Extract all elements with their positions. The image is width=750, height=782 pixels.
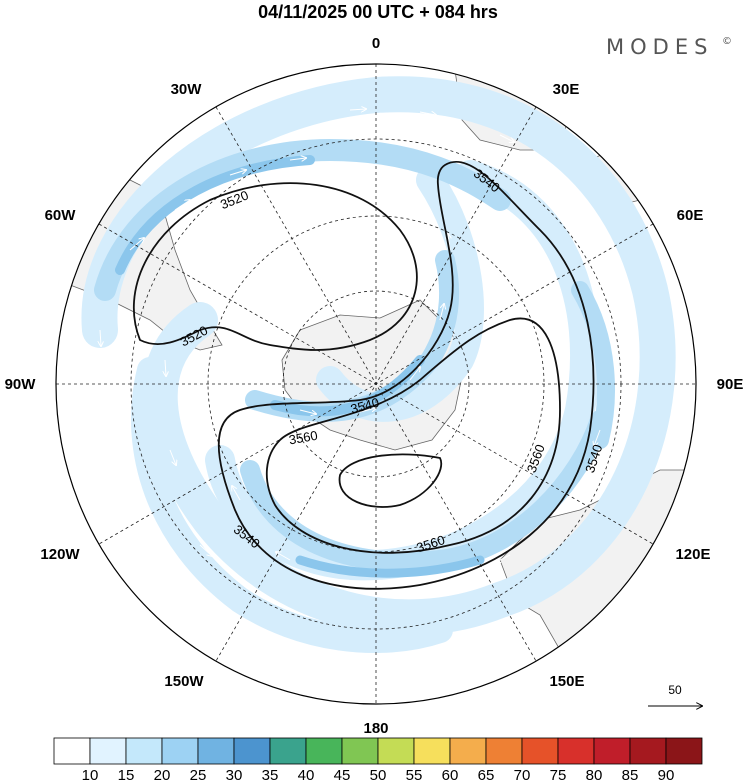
map-title: 04/11/2025 00 UTC + 084 hrs — [258, 2, 498, 22]
colorbar-tick-label: 60 — [442, 767, 459, 782]
reference-vector: 50 — [648, 683, 702, 706]
colorbar-swatch — [557, 737, 595, 765]
colorbar-tick-label: 15 — [118, 767, 135, 782]
colorbar-tick-label: 65 — [478, 767, 495, 782]
colorbar-swatch — [341, 737, 379, 765]
colorbar-tick-label: 25 — [190, 767, 207, 782]
colorbar-tick-label: 90 — [658, 767, 675, 782]
colorbar-tick-label: 50 — [370, 767, 387, 782]
lon-label-30w: 30W — [171, 81, 203, 98]
colorbar-tick-label: 55 — [406, 767, 423, 782]
colorbar-swatch — [161, 737, 199, 765]
colorbar-tick-label: 45 — [334, 767, 351, 782]
colorbar-swatch — [665, 737, 703, 765]
colorbar-swatch — [413, 737, 451, 765]
lon-label-0: 0 — [372, 35, 380, 52]
contour-3540-inner — [217, 160, 595, 590]
colorbar-swatch — [449, 737, 487, 765]
colorbar-tick-label: 80 — [586, 767, 603, 782]
lon-label-150e: 150E — [549, 673, 584, 690]
colorbar-swatch — [89, 737, 127, 765]
wind-shading-light — [81, 76, 676, 653]
brand-copyright-mark: © — [722, 36, 732, 47]
contour-3540-lobe — [338, 453, 443, 508]
contour-label: 3540 — [349, 395, 381, 417]
colorbar-swatch — [53, 737, 91, 765]
lon-label-60w: 60W — [45, 207, 77, 224]
height-contours — [132, 160, 595, 590]
lon-label-90w: 90W — [5, 376, 37, 393]
colorbar-swatch — [305, 737, 343, 765]
lon-label-60e: 60E — [677, 207, 704, 224]
colorbar-tick-label: 40 — [298, 767, 315, 782]
colorbar-tick-label: 75 — [550, 767, 567, 782]
graticule — [56, 64, 696, 704]
reference-vector-label: 50 — [668, 683, 682, 697]
map-frame — [55, 63, 697, 705]
colorbar-swatch — [377, 737, 415, 765]
lon-label-150w: 150W — [164, 673, 204, 690]
colorbar-tick-label: 30 — [226, 767, 243, 782]
colorbar-swatch — [233, 737, 271, 765]
lon-label-180: 180 — [363, 720, 388, 737]
contour-3560 — [265, 317, 561, 554]
contour-label: 3560 — [288, 428, 319, 448]
colorbar-swatch — [269, 737, 307, 765]
colorbar-swatch — [197, 737, 235, 765]
brand-logo-text: MODES — [606, 35, 713, 59]
colorbar-swatch — [629, 737, 667, 765]
contour-3520 — [132, 182, 418, 351]
longitude-labels: 0 30E 60E 90E 120E 150E 180 150W 120W 90… — [5, 35, 744, 737]
colorbar-tick-label: 35 — [262, 767, 279, 782]
colorbar-swatch — [485, 737, 523, 765]
wind-shading-strong — [115, 155, 485, 578]
lon-label-120w: 120W — [40, 546, 80, 563]
colorbar-swatch — [521, 737, 559, 765]
lon-label-90e: 90E — [717, 376, 744, 393]
lon-label-30e: 30E — [553, 81, 580, 98]
colorbar-tick-label: 10 — [82, 767, 99, 782]
colorbar-swatch — [125, 737, 163, 765]
lon-label-120e: 120E — [675, 546, 710, 563]
colorbar: 10 15 20 25 30 35 40 45 50 55 60 65 70 75 80 85 90 — [53, 737, 703, 782]
colorbar-tick-label: 20 — [154, 767, 171, 782]
colorbar-tick-label: 70 — [514, 767, 531, 782]
colorbar-tick-label: 85 — [622, 767, 639, 782]
colorbar-swatch — [593, 737, 631, 765]
